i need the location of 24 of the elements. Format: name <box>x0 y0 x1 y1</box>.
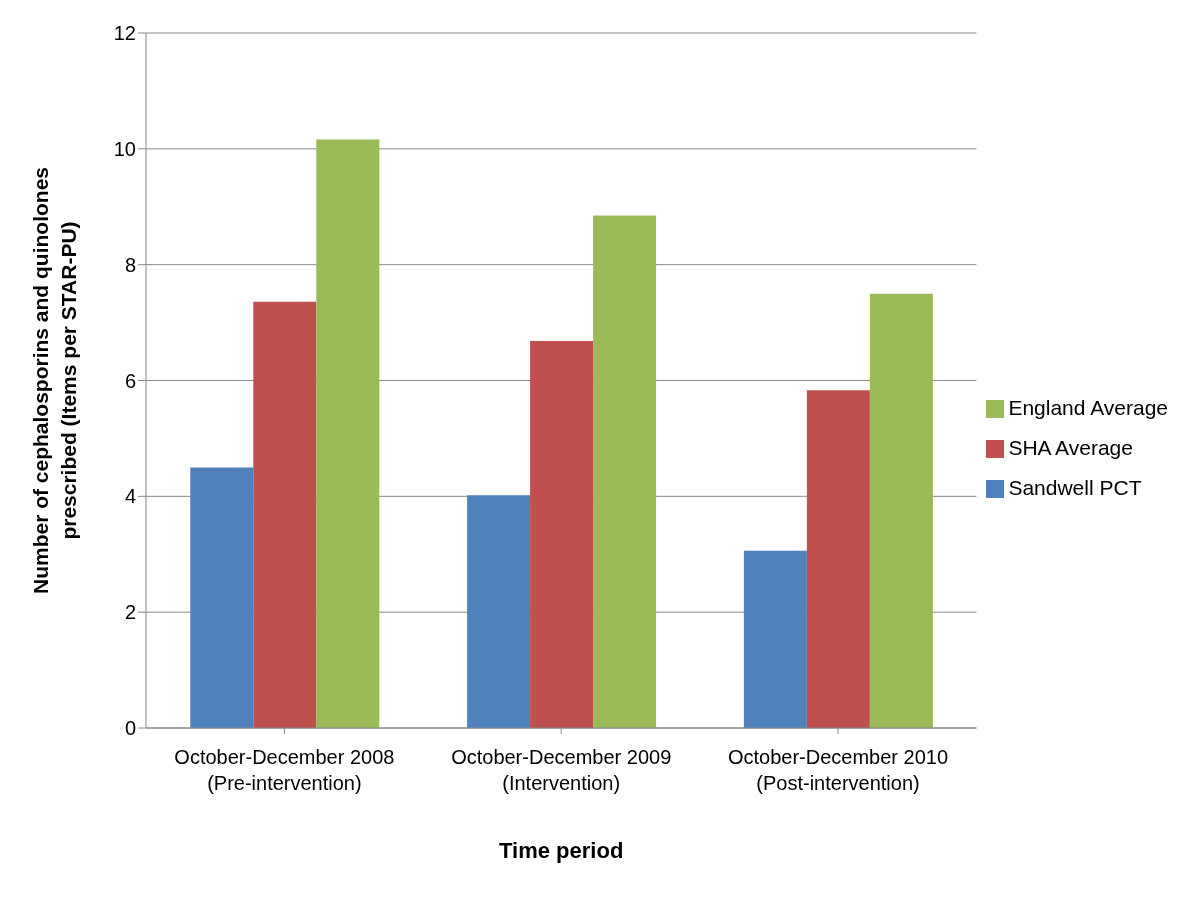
bar <box>190 467 254 728</box>
y-tick-label: 12 <box>113 22 136 45</box>
y-axis-title: Number of cephalosporins and quinolones prescribed (Items per STAR-PU) <box>29 166 80 595</box>
x-axis-title: Time period <box>499 838 624 863</box>
legend-label: SHA Average <box>1008 436 1133 459</box>
y-tick-label: 2 <box>124 601 136 624</box>
y-tick-label: 6 <box>124 369 136 392</box>
bar <box>806 390 870 728</box>
x-tick-label: October-December 2010 (Post-intervention) <box>727 746 949 794</box>
y-tick-label: 8 <box>124 253 136 276</box>
bar <box>743 550 807 728</box>
legend-label: Sandwell PCT <box>1008 476 1142 499</box>
bar <box>253 301 317 728</box>
y-tick-label: 10 <box>113 137 136 160</box>
legend-label: England Average <box>1008 396 1168 419</box>
x-tick-label: October-December 2008 (Pre-intervention) <box>174 746 395 794</box>
bar <box>316 139 380 728</box>
bar <box>530 341 594 728</box>
bar <box>467 495 531 728</box>
x-tick-label: October-December 2009 (Intervention) <box>451 746 672 794</box>
bar <box>593 215 657 728</box>
bar <box>869 293 933 728</box>
y-tick-label: 4 <box>124 485 136 508</box>
y-tick-label: 0 <box>124 717 136 740</box>
